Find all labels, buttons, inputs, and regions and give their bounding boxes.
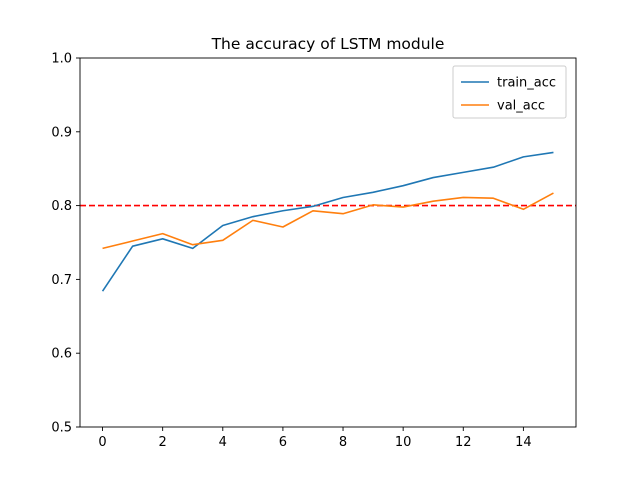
x-tick-label: 2 [159,435,167,450]
x-tick-label: 14 [515,435,532,450]
x-tick-label: 4 [219,435,227,450]
legend: train_acc val_acc [452,65,567,119]
y-tick-label: 0.7 [51,273,72,288]
y-tick-label: 0.9 [51,125,72,140]
y-tick-label: 0.5 [51,421,72,436]
x-tick-label: 6 [279,435,287,450]
legend-label-train_acc: train_acc [497,76,556,91]
chart-title: The accuracy of LSTM module [211,35,445,53]
x-tick-label: 12 [455,435,472,450]
x-tick-label: 0 [98,435,106,450]
legend-label-val_acc: val_acc [497,99,545,114]
plot-area [80,151,576,292]
x-tick-label: 8 [339,435,347,450]
series-line-train_acc [101,151,554,292]
axes: 0 2 4 6 8 10 12 14 0.5 0.6 0.7 0.8 0.9 1.0 [51,52,577,450]
axes-frame [79,57,577,428]
y-tick-label: 0.8 [51,199,72,214]
x-tick-label: 10 [395,435,412,450]
y-tick-label: 1.0 [51,52,72,67]
series-line-val_acc [102,192,554,250]
y-tick-label: 0.6 [51,347,72,362]
